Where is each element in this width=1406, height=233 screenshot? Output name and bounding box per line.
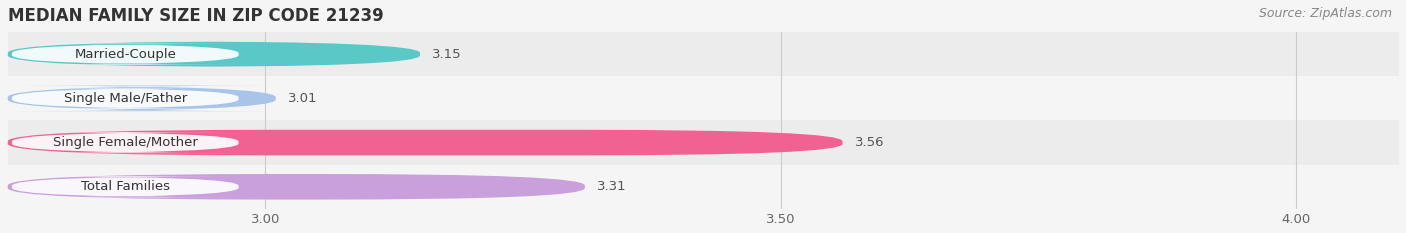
FancyBboxPatch shape — [11, 132, 239, 153]
Bar — [8, 76, 1399, 120]
Text: 3.15: 3.15 — [433, 48, 463, 61]
Text: 3.56: 3.56 — [855, 136, 884, 149]
FancyBboxPatch shape — [8, 130, 842, 155]
Text: MEDIAN FAMILY SIZE IN ZIP CODE 21239: MEDIAN FAMILY SIZE IN ZIP CODE 21239 — [8, 7, 384, 25]
Bar — [8, 32, 1399, 76]
FancyBboxPatch shape — [8, 41, 420, 67]
FancyBboxPatch shape — [11, 44, 239, 65]
FancyBboxPatch shape — [7, 86, 277, 111]
Bar — [8, 120, 1399, 165]
FancyBboxPatch shape — [11, 176, 239, 197]
FancyBboxPatch shape — [11, 88, 239, 109]
Text: Married-Couple: Married-Couple — [75, 48, 176, 61]
Text: Source: ZipAtlas.com: Source: ZipAtlas.com — [1258, 7, 1392, 20]
Text: Single Female/Mother: Single Female/Mother — [53, 136, 198, 149]
Text: 3.01: 3.01 — [288, 92, 318, 105]
Text: Single Male/Father: Single Male/Father — [63, 92, 187, 105]
FancyBboxPatch shape — [8, 174, 585, 200]
Bar — [8, 165, 1399, 209]
Text: 3.31: 3.31 — [598, 180, 627, 193]
Text: Total Families: Total Families — [80, 180, 170, 193]
